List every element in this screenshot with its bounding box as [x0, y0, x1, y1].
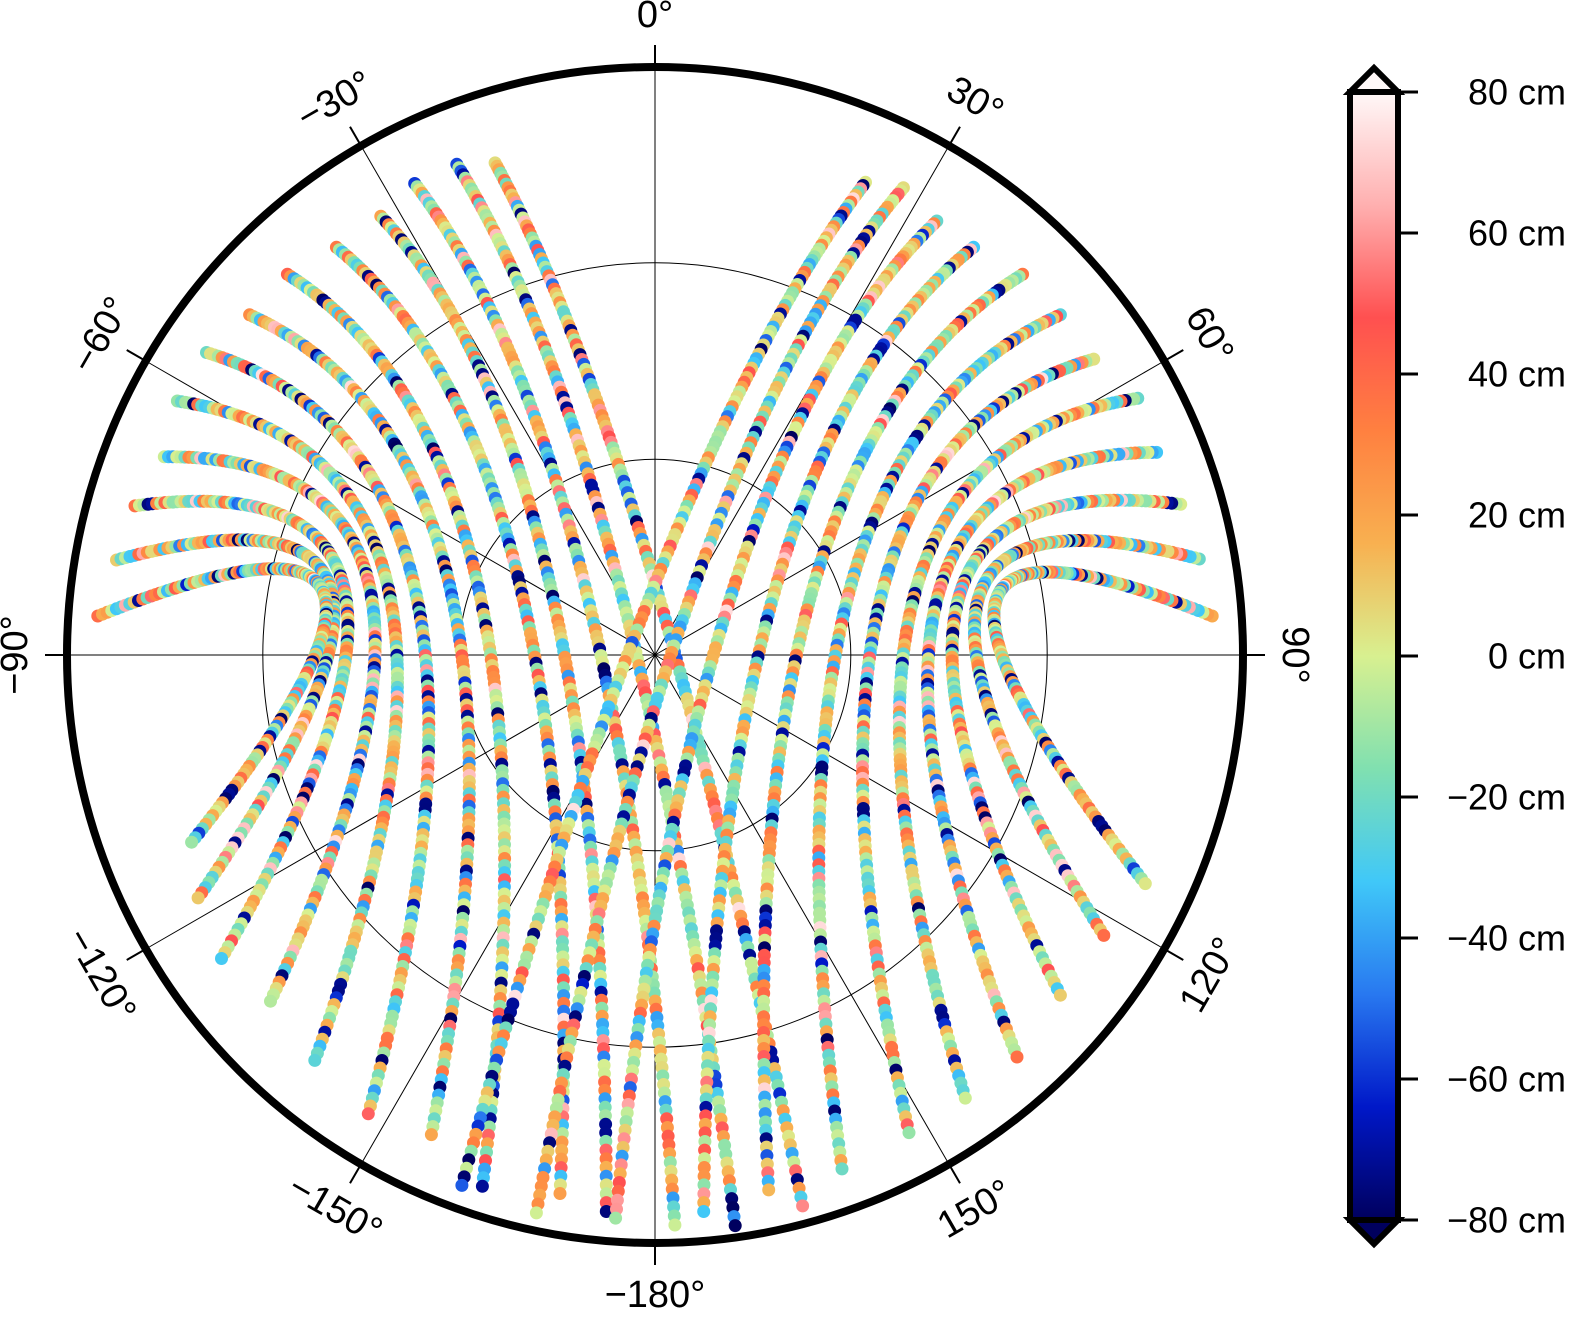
colorbar: 80 cm 60 cm 40 cm 20 cm 0 cm −20 cm −40 cm −60 …: [1342, 63, 1566, 1249]
theta-tick: [1165, 949, 1184, 961]
theta-tick-label: 0°: [637, 0, 673, 36]
data-point: [835, 1162, 849, 1176]
theta-tick-label: −90°: [0, 615, 36, 695]
colorbar-tick-label: 20 cm: [1468, 495, 1566, 536]
theta-tick: [349, 126, 361, 145]
data-point: [1097, 928, 1111, 942]
track: [329, 240, 571, 1200]
data-point: [215, 952, 228, 965]
colorbar-ticks: 80 cm 60 cm 40 cm 20 cm 0 cm −20 cm −40 cm −60 …: [1398, 72, 1566, 1241]
data-point: [308, 1053, 322, 1067]
data-point: [361, 1107, 375, 1121]
track: [408, 177, 682, 1232]
theta-tick-label: −150°: [281, 1166, 389, 1253]
theta-tick-label: 90°: [1274, 626, 1316, 683]
data-point: [475, 1179, 489, 1193]
data-point: [609, 1211, 623, 1225]
theta-tick: [949, 126, 961, 145]
data-point: [697, 1205, 711, 1218]
track-points: [91, 156, 1219, 1233]
colorbar-tick-label: −60 cm: [1447, 1059, 1566, 1100]
data-point: [529, 1206, 543, 1220]
theta-tick: [349, 1165, 361, 1184]
theta-tick-label: −60°: [63, 290, 139, 380]
data-point: [796, 1199, 810, 1213]
theta-tick-label: 120°: [1171, 930, 1247, 1019]
colorbar-extend-top: [1342, 63, 1406, 95]
theta-tick-labels: 0° 30° 60° 90° 120° 150° −180° −150° −120° −90° −6…: [0, 0, 1316, 1316]
polar-grid: [67, 67, 1243, 1243]
data-point: [455, 1178, 469, 1192]
colorbar-body: [1347, 89, 1401, 1223]
colorbar-tick-label: −40 cm: [1447, 918, 1566, 959]
colorbar-tick-label: 80 cm: [1468, 72, 1566, 113]
track: [110, 533, 341, 905]
data-point: [185, 835, 199, 849]
theta-tick: [126, 349, 145, 361]
data-point: [1053, 988, 1067, 1002]
data-point: [762, 1183, 776, 1197]
data-point: [424, 1128, 438, 1142]
data-point: [902, 1126, 916, 1140]
theta-tick-label: −180°: [605, 1274, 706, 1316]
data-point: [668, 1218, 682, 1232]
theta-tick: [126, 949, 145, 961]
theta-tick: [949, 1165, 961, 1184]
data-point: [599, 1205, 613, 1218]
data-point: [264, 994, 277, 1008]
track: [243, 308, 476, 1142]
theta-tick-label: −120°: [57, 921, 144, 1029]
colorbar-extend-bottom: [1342, 1217, 1406, 1249]
theta-gridline: [360, 145, 656, 656]
data-point: [599, 1196, 613, 1210]
data-point: [599, 1187, 613, 1201]
colorbar-tick-label: 60 cm: [1468, 213, 1566, 254]
colorbar-tick-label: 40 cm: [1468, 354, 1566, 395]
track: [987, 565, 1219, 891]
theta-tick: [1165, 349, 1184, 361]
colorbar-tick-label: −20 cm: [1447, 777, 1566, 818]
data-point: [553, 1187, 567, 1200]
colorbar-tick-label: −80 cm: [1447, 1200, 1566, 1241]
theta-tick-label: 30°: [940, 68, 1011, 133]
theta-tick-label: 150°: [930, 1171, 1019, 1247]
theta-tick-label: 60°: [1177, 300, 1242, 371]
track: [374, 209, 613, 1218]
data-point: [728, 1219, 742, 1233]
data-point: [958, 1091, 972, 1105]
colorbar-tick-label: 0 cm: [1488, 636, 1566, 677]
theta-tick-label: −30°: [290, 63, 380, 139]
data-point: [1138, 877, 1152, 891]
data-point: [1010, 1050, 1024, 1064]
data-point: [191, 891, 205, 905]
track: [280, 267, 512, 1193]
plot-area: 0° 30° 60° 90° 120° 150° −180° −150° −120° −90° −6…: [0, 0, 1316, 1316]
track: [529, 181, 910, 1220]
